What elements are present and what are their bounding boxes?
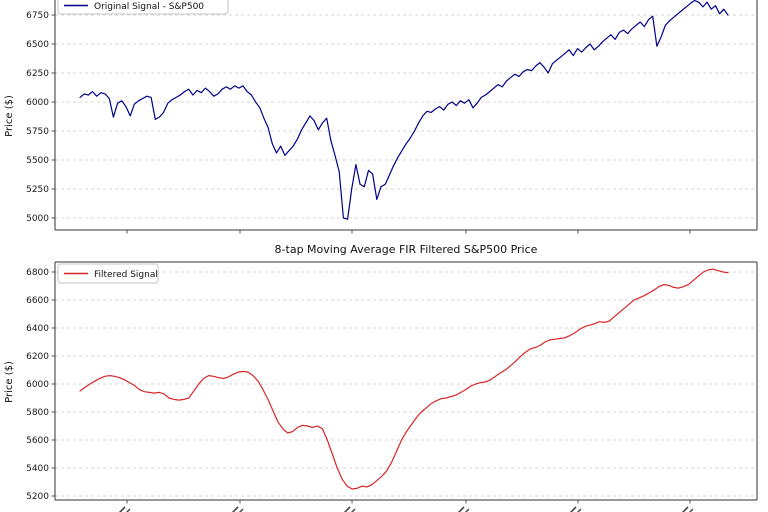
y-tick-label: 5800 — [26, 408, 49, 418]
x-tick-label-cropped — [577, 508, 582, 512]
y-tick-label: 6000 — [26, 98, 49, 108]
y-tick-label: 5000 — [26, 214, 49, 224]
y-tick-label: 6000 — [26, 380, 49, 390]
y-tick-label: 6800 — [26, 268, 49, 278]
y-tick-label: 6600 — [26, 296, 49, 306]
y-tick-label: 5750 — [26, 127, 49, 137]
x-tick-label-cropped — [343, 506, 351, 512]
x-tick-label-cropped — [239, 508, 244, 512]
y-tick-label: 5400 — [26, 464, 49, 474]
x-tick-label-cropped — [457, 506, 465, 512]
signal-line — [79, 0, 729, 220]
chart-original: 5000 5250 5500 5750 6000 6250 6500 6750 Original… — [4, 0, 758, 234]
x-tick-label-cropped — [689, 508, 694, 512]
y-tick-label: 6250 — [26, 69, 49, 79]
y-tick-label: 5250 — [26, 185, 49, 195]
y-tick-label: 6500 — [26, 40, 49, 50]
y-tick-label: 6750 — [26, 11, 49, 21]
x-tick-label-cropped — [231, 506, 239, 512]
chart-filtered: 5200 5400 5600 5800 6000 6200 6400 6600 6800 Filt… — [4, 243, 758, 512]
x-tick-label-cropped — [351, 508, 356, 512]
legend-label: Original Signal - S&P500 — [94, 2, 204, 12]
x-tick-label-cropped — [118, 506, 126, 512]
y-axis-label: Price ($) — [4, 361, 15, 403]
legend-label: Filtered Signal — [94, 270, 158, 280]
y-tick-label: 5600 — [26, 436, 49, 446]
x-tick-label-cropped — [126, 508, 131, 512]
y-tick-label: 5200 — [26, 492, 49, 502]
y-tick-label: 6400 — [26, 324, 49, 334]
y-tick-label: 5500 — [26, 156, 49, 166]
x-tick-label-cropped — [681, 506, 689, 512]
legend-box — [57, 0, 229, 15]
chart-title: 8-tap Moving Average FIR Filtered S&P500… — [275, 243, 538, 256]
x-tick-label-cropped — [569, 506, 577, 512]
signal-line — [79, 268, 729, 490]
y-tick-label: 6200 — [26, 352, 49, 362]
y-axis-label: Price ($) — [4, 95, 15, 137]
legend-box — [57, 263, 159, 284]
x-tick-label-cropped — [465, 508, 470, 512]
